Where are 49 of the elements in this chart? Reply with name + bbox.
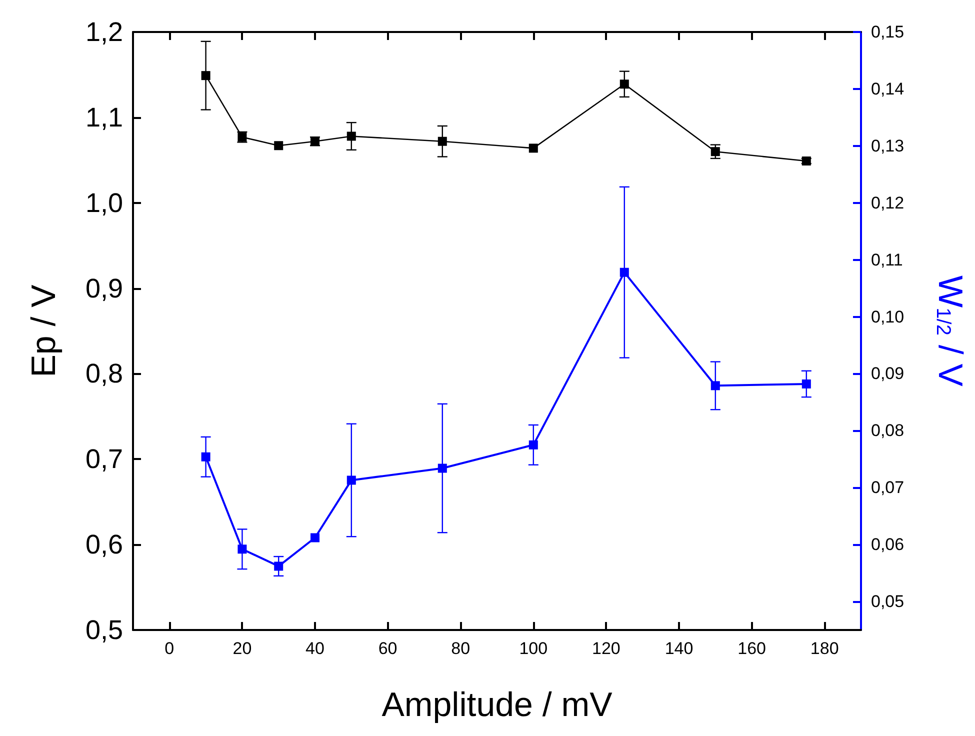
y2-tick-label: 0,12 [871, 193, 904, 212]
point [310, 533, 320, 542]
y-tick-label: 1,1 [85, 102, 123, 132]
y2-tick-label: 0,07 [871, 478, 904, 498]
point [620, 268, 629, 277]
x-tick-label: 160 [738, 639, 766, 658]
x-tick-label: 20 [232, 639, 252, 658]
x-tick-label: 40 [306, 639, 324, 658]
y2-tick-label: 0,14 [871, 79, 904, 98]
x-tick-label: 80 [451, 639, 470, 658]
x-tick-label: 60 [378, 639, 398, 658]
y-tick-label: 0,6 [85, 530, 123, 560]
y2-tick-label: 0,06 [871, 535, 904, 554]
y-tick-label: 1,2 [85, 17, 123, 47]
point [528, 144, 538, 153]
y2-tick-label: 0,08 [871, 421, 904, 440]
point [238, 544, 247, 554]
y2-tick-label: 0,05 [871, 592, 904, 612]
x-tick-label: 0 [164, 639, 174, 658]
x-tick-label: 140 [664, 639, 694, 658]
x-tick-label: 120 [592, 639, 620, 658]
y-tick-label: 0,5 [85, 615, 123, 645]
y2-tick-label: 0,11 [871, 250, 903, 270]
y2-axis-title: W1/2 / V [931, 276, 969, 387]
x-axis-title: Amplitude / mV [382, 686, 613, 724]
y-tick-label: 0,8 [85, 358, 123, 389]
y-axis-title: Ep / V [25, 284, 63, 378]
point [802, 379, 811, 388]
point [620, 80, 629, 89]
y2-tick-label: 0,15 [871, 22, 904, 42]
point [346, 132, 356, 141]
point [528, 440, 538, 450]
y2-tick-label: 0,09 [871, 364, 904, 384]
point [274, 562, 284, 571]
point [274, 141, 284, 150]
y-tick-label: 0,9 [85, 273, 123, 304]
y2-tick-label: 0,10 [871, 307, 904, 326]
point [710, 147, 720, 156]
y-tick-label: 1,0 [85, 188, 123, 218]
x-tick-label: 180 [810, 639, 839, 658]
point [438, 136, 447, 146]
y-tick-label: 0,7 [85, 444, 123, 474]
x-tick-label: 100 [519, 639, 548, 658]
point [201, 71, 210, 80]
point [438, 464, 447, 473]
point [201, 452, 210, 462]
point [346, 476, 356, 485]
y2-tick-label: 0,13 [871, 136, 904, 156]
point [710, 381, 720, 390]
